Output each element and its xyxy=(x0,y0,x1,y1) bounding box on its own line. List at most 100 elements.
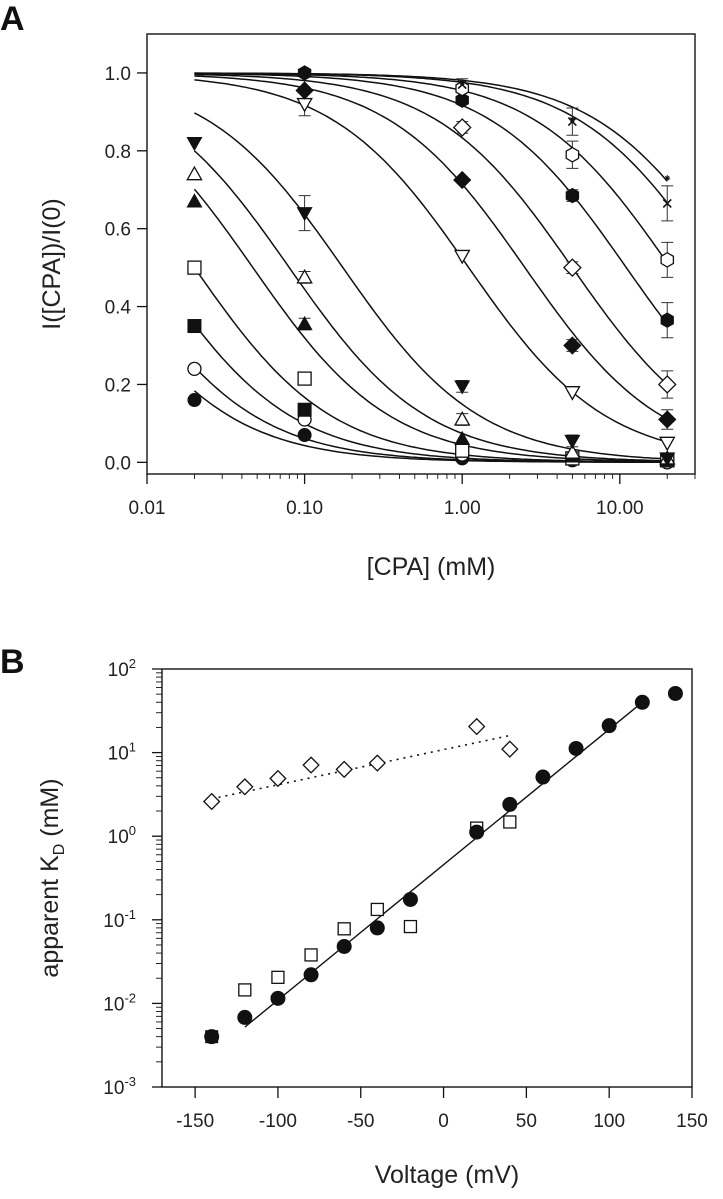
data-point-filled-diamond xyxy=(453,170,472,190)
data-point-open-squares xyxy=(238,983,252,997)
fit-curve-open-diamond xyxy=(194,73,668,385)
data-point-filled-triangle-down xyxy=(296,207,313,222)
data-point-open-squares xyxy=(370,902,384,917)
data-point-open-hexagon xyxy=(565,146,580,163)
panel-b-axes: 10-3 10-2 10-1 100 101 102 -150 -100 -50 0 50 100 15… xyxy=(103,656,708,1132)
panel-a-x-axis-title: [CPA] (mM) xyxy=(367,553,496,581)
fit-curve-star xyxy=(194,72,668,182)
panel-b-y-axis-title: apparent KD (mM) xyxy=(36,778,68,977)
data-point-filled-hexagon xyxy=(297,65,312,81)
data-point-filled-circles xyxy=(237,1009,253,1025)
data-point-filled-circles xyxy=(601,718,617,734)
panel-b-points xyxy=(202,685,683,1045)
data-point-open-diamonds xyxy=(202,792,221,811)
data-point-open-hexagon xyxy=(660,251,675,268)
data-point-open-diamond xyxy=(657,375,677,394)
y-tick-label: 10-2 xyxy=(103,990,136,1015)
data-point-open-diamond xyxy=(452,118,472,137)
y-tick-label: 0.2 xyxy=(105,375,131,396)
x-tick-label: -50 xyxy=(347,1111,374,1132)
data-point-open-circle xyxy=(187,361,202,377)
x-tick-label: 150 xyxy=(676,1111,708,1132)
fit-curve-filled-triangle-up xyxy=(193,188,668,463)
panel-a-fit-curves xyxy=(193,72,668,463)
data-point-open-diamond xyxy=(562,258,582,277)
data-point-filled-circles xyxy=(369,920,385,936)
data-point-filled-circles xyxy=(667,685,683,701)
data-point-open-squares xyxy=(304,948,318,962)
fit-curve-open-square xyxy=(193,267,668,463)
fit-curve-open-triangle-up xyxy=(193,150,668,462)
y-tick-label: 10-1 xyxy=(103,907,136,932)
x-tick-label: 1.00 xyxy=(444,498,481,519)
data-point-filled-hexagon xyxy=(565,187,580,204)
fit-curve-filled-square xyxy=(193,323,668,463)
data-point-filled-hexagon xyxy=(660,312,674,328)
data-point-open-diamonds xyxy=(335,760,353,779)
data-point-filled-circles xyxy=(634,694,650,710)
data-point-cross xyxy=(662,198,672,208)
panel-a-points xyxy=(186,65,677,470)
data-point-open-triangle-up xyxy=(296,268,313,284)
data-point-star xyxy=(459,79,466,86)
data-point-filled-diamond xyxy=(563,336,582,355)
data-point-open-triangle-down xyxy=(296,97,313,113)
panel-b: 10-3 10-2 10-1 100 101 102 -150 -100 -50 0 50 100 15… xyxy=(36,656,708,1189)
data-point-open-square xyxy=(187,260,202,275)
panel-b-label: B xyxy=(0,643,25,681)
data-point-filled-diamond xyxy=(658,410,677,429)
x-tick-label: 0 xyxy=(438,1111,449,1132)
data-point-star xyxy=(664,175,671,182)
data-point-open-triangle-down xyxy=(658,436,676,452)
fit-curve-filled-circle xyxy=(193,390,668,463)
data-point-open-triangle-down xyxy=(564,386,581,401)
data-point-filled-triangle-down xyxy=(454,380,471,395)
y-tick-label: 0.0 xyxy=(105,453,131,474)
y-tick-label: 0.4 xyxy=(105,298,132,319)
data-point-open-triangle-up xyxy=(453,411,471,426)
data-point-filled-circles xyxy=(303,967,319,983)
data-point-filled-triangle-down xyxy=(186,137,203,152)
data-point-filled-circles xyxy=(568,740,584,756)
data-point-open-triangle-up xyxy=(564,444,581,459)
x-tick-label: 100 xyxy=(593,1111,625,1132)
dotted-fit xyxy=(211,734,510,800)
data-point-star xyxy=(569,116,576,123)
panel-b-x-axis-title: Voltage (mV) xyxy=(375,1161,520,1189)
data-point-filled-circles xyxy=(502,796,518,812)
data-point-filled-triangle-up xyxy=(186,193,203,208)
fit-curve-filled-diamond xyxy=(194,75,668,420)
data-point-filled-square xyxy=(187,319,202,334)
data-point-filled-circle xyxy=(187,393,202,408)
x-tick-label: 10.00 xyxy=(596,498,644,519)
data-point-filled-triangle-down xyxy=(659,452,676,467)
data-point-open-triangle-up xyxy=(186,165,203,181)
data-point-open-squares xyxy=(337,922,351,936)
x-tick-label: -100 xyxy=(259,1111,297,1132)
data-point-filled-circles xyxy=(469,824,485,840)
panel-a: 0.0 0.2 0.4 0.6 0.8 1.0 0.01 0.10 1.00 10.00 [CPA… xyxy=(38,33,696,581)
data-point-filled-diamond xyxy=(295,81,314,100)
x-tick-label: 50 xyxy=(516,1111,537,1132)
data-point-filled-hexagon xyxy=(455,92,469,108)
panel-a-axes: 0.0 0.2 0.4 0.6 0.8 1.0 0.01 0.10 1.00 10.00 xyxy=(105,64,696,519)
panel-a-label: A xyxy=(0,0,25,38)
data-point-filled-circles xyxy=(204,1029,220,1045)
data-point-open-squares xyxy=(403,919,418,934)
y-tick-label: 102 xyxy=(108,656,136,681)
data-point-filled-square xyxy=(297,402,312,417)
y-tick-label: 101 xyxy=(108,740,136,765)
data-point-open-diamonds xyxy=(501,740,519,758)
panel-a-frame xyxy=(146,33,696,475)
data-point-open-diamonds xyxy=(236,778,254,796)
data-point-filled-circles xyxy=(535,769,551,785)
x-tick-label: 0.10 xyxy=(286,498,323,519)
data-point-open-square xyxy=(455,443,470,458)
data-point-filled-circles xyxy=(336,938,352,954)
data-point-open-triangle-down xyxy=(453,249,471,265)
data-point-open-diamonds xyxy=(269,769,287,788)
fit-curve-filled-hexagon xyxy=(194,72,668,325)
y-axis-title-text: apparent KD (mM) xyxy=(36,778,68,977)
data-point-open-square xyxy=(297,371,312,386)
data-point-filled-triangle-down xyxy=(564,434,581,450)
